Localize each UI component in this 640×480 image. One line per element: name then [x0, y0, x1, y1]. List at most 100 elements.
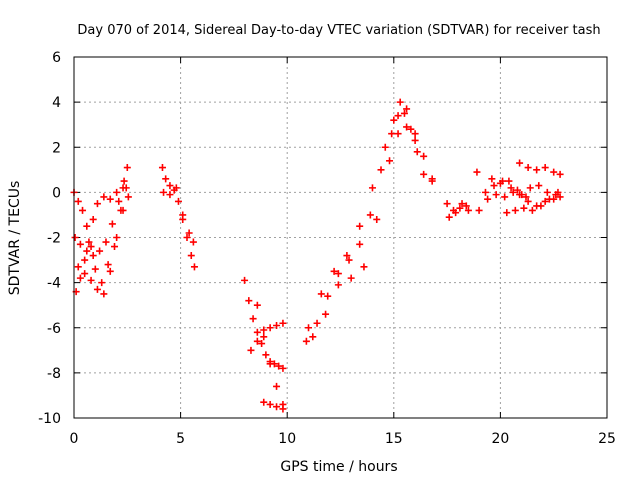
y-tick-label: -10	[38, 411, 61, 427]
data-point	[258, 340, 266, 348]
axis-ticks: 0 5 10 15 20 25 -10 -8 -6 -4 -2 0 2 4 6	[38, 50, 616, 447]
series-arc-f5	[488, 175, 530, 201]
data-point	[475, 206, 483, 214]
data-point	[556, 193, 564, 201]
data-point	[266, 324, 274, 332]
series-arc-f3	[503, 188, 562, 217]
data-point	[473, 168, 481, 176]
data-point	[76, 240, 84, 248]
data-point	[445, 213, 453, 221]
data-point	[100, 193, 108, 201]
data-point	[411, 136, 419, 144]
data-point	[394, 112, 402, 120]
data-point	[513, 186, 521, 194]
y-tick-label: -8	[47, 366, 61, 382]
data-point	[356, 240, 364, 248]
data-point	[113, 234, 121, 241]
series-arc-d1	[302, 109, 436, 345]
data-point	[273, 403, 281, 411]
series-arc-c4	[253, 301, 287, 408]
data-point	[162, 175, 170, 183]
data-point	[411, 130, 419, 138]
data-point	[313, 319, 321, 327]
data-point	[158, 164, 166, 172]
data-point	[279, 319, 287, 327]
data-point	[381, 143, 389, 151]
y-tick-label: -2	[47, 231, 61, 247]
data-point	[366, 211, 374, 219]
data-point	[247, 346, 255, 354]
data-point	[403, 123, 411, 131]
data-point	[273, 382, 281, 390]
data-point	[413, 148, 421, 156]
data-point	[330, 267, 338, 275]
data-point	[464, 206, 472, 214]
series-arc-f1	[473, 168, 564, 210]
data-point	[302, 337, 310, 345]
series-arc-f2	[475, 182, 560, 214]
data-point	[260, 333, 268, 341]
data-point	[183, 234, 191, 241]
data-point	[322, 310, 330, 318]
data-point	[187, 252, 195, 260]
x-tick-label: 20	[491, 431, 509, 447]
data-point	[260, 398, 268, 406]
data-point	[462, 202, 470, 210]
data-point	[420, 170, 428, 178]
data-point	[347, 274, 355, 282]
data-points	[70, 98, 564, 413]
data-point	[273, 321, 281, 329]
data-point	[505, 177, 513, 185]
data-point	[160, 188, 168, 196]
data-point	[249, 315, 257, 323]
series-arc-c	[241, 276, 287, 372]
data-point	[93, 200, 101, 208]
data-point	[241, 276, 249, 284]
series-arc-d3	[309, 123, 419, 341]
data-point	[511, 206, 519, 214]
data-point	[266, 400, 274, 408]
y-tick-label: 4	[52, 95, 61, 111]
data-point	[554, 188, 562, 196]
data-point	[179, 211, 187, 219]
data-point	[174, 197, 182, 205]
data-point	[123, 164, 131, 172]
data-point	[373, 215, 381, 223]
data-point	[106, 267, 114, 275]
data-point	[334, 281, 342, 289]
data-point	[343, 252, 351, 260]
data-point	[543, 188, 551, 196]
data-point	[83, 247, 91, 255]
data-point	[452, 209, 460, 217]
data-point	[360, 263, 368, 271]
data-point	[356, 222, 364, 230]
data-point	[104, 261, 112, 269]
plot-frame	[73, 56, 608, 419]
y-axis-label: SDTVAR / TECUs	[7, 181, 23, 296]
data-point	[76, 274, 84, 282]
data-point	[550, 168, 558, 176]
data-point	[394, 130, 402, 138]
series-arc-a4	[74, 193, 132, 298]
series-arc-b	[158, 164, 198, 271]
data-point	[481, 188, 489, 196]
data-point	[334, 270, 342, 278]
x-tick-label: 25	[598, 431, 616, 447]
series-arc-a1	[71, 164, 131, 260]
data-point	[456, 204, 464, 212]
data-point	[266, 360, 274, 368]
data-point	[403, 105, 411, 113]
series-arc-e2	[445, 200, 472, 221]
data-point	[119, 184, 127, 192]
chart-title: Day 070 of 2014, Sidereal Day-to-day VTE…	[77, 23, 600, 38]
data-point	[111, 243, 119, 251]
data-point	[537, 202, 545, 210]
data-point	[443, 200, 451, 208]
data-point	[275, 362, 283, 370]
data-point	[390, 116, 398, 124]
data-point	[492, 191, 500, 199]
y-tick-label: -4	[47, 276, 61, 292]
data-point	[501, 193, 509, 201]
data-point	[81, 256, 89, 264]
x-tick-label: 10	[278, 431, 296, 447]
